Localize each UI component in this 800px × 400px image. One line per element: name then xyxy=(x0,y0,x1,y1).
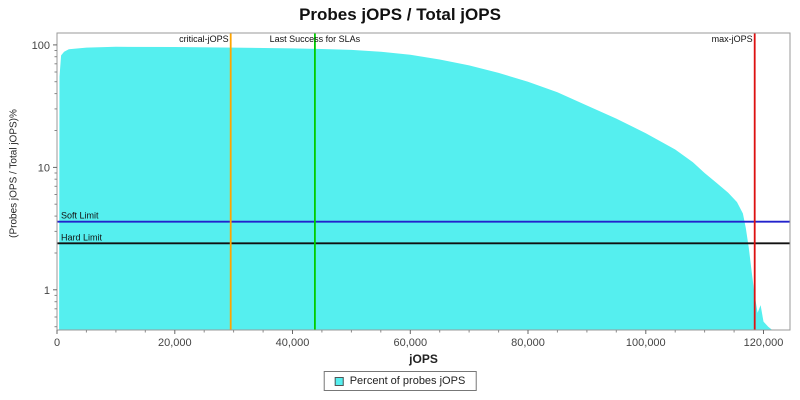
y-tick-label: 1 xyxy=(44,285,50,297)
y-tick-label: 100 xyxy=(32,40,50,52)
y-tick-label: 10 xyxy=(38,162,50,174)
x-tick-label: 120,000 xyxy=(744,337,784,349)
max-jops-label: max-jOPS xyxy=(712,34,753,44)
hard-limit-label: Hard Limit xyxy=(61,232,103,242)
chart-title: Probes jOPS / Total jOPS xyxy=(299,5,501,24)
critical-jops-label: critical-jOPS xyxy=(179,34,229,44)
x-tick-label: 0 xyxy=(54,337,60,349)
x-tick-label: 40,000 xyxy=(276,337,310,349)
x-tick-label: 60,000 xyxy=(393,337,427,349)
plot-border xyxy=(56,32,791,331)
x-axis-label: jOPS xyxy=(409,352,438,366)
legend: Percent of probes jOPS xyxy=(323,371,477,391)
legend-label: Percent of probes jOPS xyxy=(349,375,466,387)
chart-plot: Soft Limit Hard Limit critical-jOPS Last Su… xyxy=(32,32,791,349)
last-success-label: Last Success for SLAs xyxy=(270,34,361,44)
x-tick-label: 80,000 xyxy=(511,337,545,349)
x-tick-label: 100,000 xyxy=(626,337,666,349)
y-axis-label: (Probes jOPS / Total jOPS)% xyxy=(8,109,20,238)
x-tick-label: 20,000 xyxy=(158,337,192,349)
soft-limit-label: Soft Limit xyxy=(61,211,99,221)
legend-swatch xyxy=(334,376,344,386)
area-series xyxy=(59,46,773,331)
